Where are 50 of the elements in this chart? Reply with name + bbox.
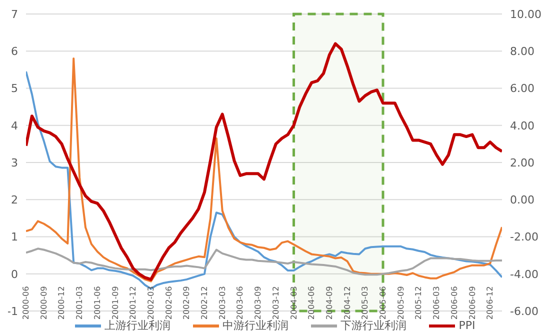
x-tick-label: 2002-06 [164, 286, 174, 320]
y-tick-label: 4 [11, 119, 18, 132]
x-tick-label: 2005-06 [378, 286, 388, 320]
x-tick-label: 2004-06 [307, 286, 316, 320]
x-tick-label: 2006-06 [450, 286, 459, 320]
x-tick-label: 2006-12 [486, 286, 495, 320]
x-tick-label: 2004-03 [289, 286, 298, 320]
y2-tick-label: -6.00 [510, 304, 538, 318]
x-tick-label: 2005-03 [360, 286, 370, 320]
y2-tick-label: 10.00 [510, 8, 542, 21]
y-tick-label: 2 [11, 194, 18, 207]
x-tick-label: 2002-03 [146, 286, 156, 320]
line-series [26, 248, 502, 276]
y-tick-label: 5 [11, 82, 18, 96]
y2-tick-label: 4.00 [510, 119, 534, 132]
y-tick-label: 1 [11, 230, 18, 244]
y2-tick-label: 0.00 [510, 194, 534, 207]
y-tick-label: -1 [7, 304, 18, 318]
x-tick-label: 2002-09 [182, 286, 192, 320]
x-tick-label: 2006-09 [468, 286, 477, 320]
x-tick-label: 2004-12 [342, 286, 352, 320]
x-tick-label: 2005-12 [414, 286, 424, 320]
y-tick-label: 6 [11, 45, 18, 58]
x-tick-label: 2001-09 [110, 286, 120, 320]
x-tick-label: 2005-09 [396, 286, 406, 320]
x-tick-label: 2003-06 [236, 286, 245, 320]
legend-label: PPI [458, 319, 476, 333]
legend-label: 中游行业利润 [222, 319, 289, 333]
x-tick-label: 2006-03 [432, 286, 442, 320]
x-tick-label: 2001-03 [75, 286, 84, 320]
x-tick-label: 2001-06 [92, 286, 102, 320]
y-tick-label: 7 [11, 8, 18, 21]
y-tick-label: 0 [11, 268, 18, 281]
x-tick-label: 2000-12 [57, 286, 66, 320]
x-tick-label: 2003-03 [218, 286, 227, 320]
x-tick-label: 2000-09 [39, 286, 48, 320]
y2-tick-label: 8.00 [510, 45, 534, 58]
x-tick-label: 2000-06 [22, 286, 30, 320]
y-tick-label: 3 [11, 156, 18, 170]
y2-tick-label: 6.00 [510, 82, 534, 96]
x-tick-label: 2003-12 [271, 286, 280, 320]
y2-tick-label: -2.00 [510, 230, 538, 244]
x-tick-label: 2002-12 [200, 286, 209, 320]
x-tick-label: 2003-09 [254, 286, 263, 320]
y2-tick-label: -4.00 [510, 268, 538, 281]
x-tick-label: 2001-12 [128, 286, 138, 320]
legend-label: 上游行业利润 [104, 319, 171, 333]
x-tick-label: 2004-09 [324, 286, 334, 320]
y2-tick-label: 2.00 [510, 156, 534, 170]
legend-label: 下游行业利润 [340, 319, 407, 333]
